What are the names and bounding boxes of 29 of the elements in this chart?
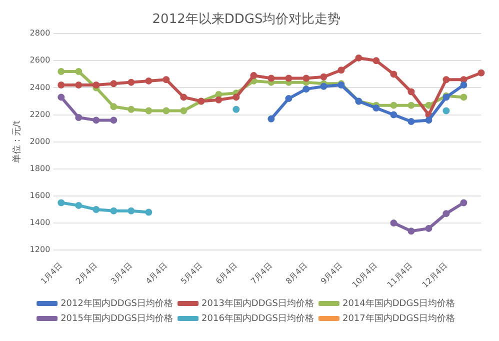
legend-label: 2013年国内DDGS日均价格: [202, 298, 314, 309]
x-tick-label: 1月4日: [39, 261, 64, 286]
x-tick-label: 8月4日: [284, 261, 310, 286]
legend-label: 2015年国内DDGS日均价格: [60, 312, 174, 324]
y-tick-label: 1600: [30, 191, 50, 200]
y-tick-label: 2400: [30, 82, 50, 92]
x-tick-label: 11月4日: [386, 261, 414, 290]
y-tick-label: 2600: [30, 56, 50, 65]
x-tick-label: 7月4日: [249, 261, 274, 286]
x-tick-label: 10月4日: [350, 261, 380, 290]
x-tick-label: 5月4日: [179, 261, 204, 286]
y-axis-title: 单位：元/t: [12, 120, 23, 164]
y-tick-label: 1200: [30, 245, 50, 254]
y-tick-label: 1400: [30, 218, 50, 228]
y-tick-label: 2800: [30, 28, 50, 38]
y-tick-label: 2000: [30, 136, 50, 146]
x-tick-label: 12月4日: [420, 261, 450, 290]
legend-label: 2016年国内DDGS日均价格: [202, 312, 314, 324]
chart-title: 2012年以来DDGS均价对比走势: [152, 12, 341, 28]
x-tick-label: 4月4日: [144, 261, 170, 286]
legend-label: 2017年国内DDGS日均价格: [342, 312, 455, 324]
legend-label: 2014年国内DDGS日均价格: [342, 298, 455, 309]
x-tick-label: 9月4日: [319, 261, 344, 286]
y-tick-label: 2200: [30, 110, 50, 119]
x-tick-label: 6月4日: [214, 261, 240, 286]
x-tick-label: 2月4日: [74, 261, 100, 286]
y-tick-label: 1800: [30, 164, 50, 173]
x-tick-label: 3月4日: [109, 261, 134, 286]
legend-label: 2012年国内DDGS日均价格: [60, 298, 174, 309]
